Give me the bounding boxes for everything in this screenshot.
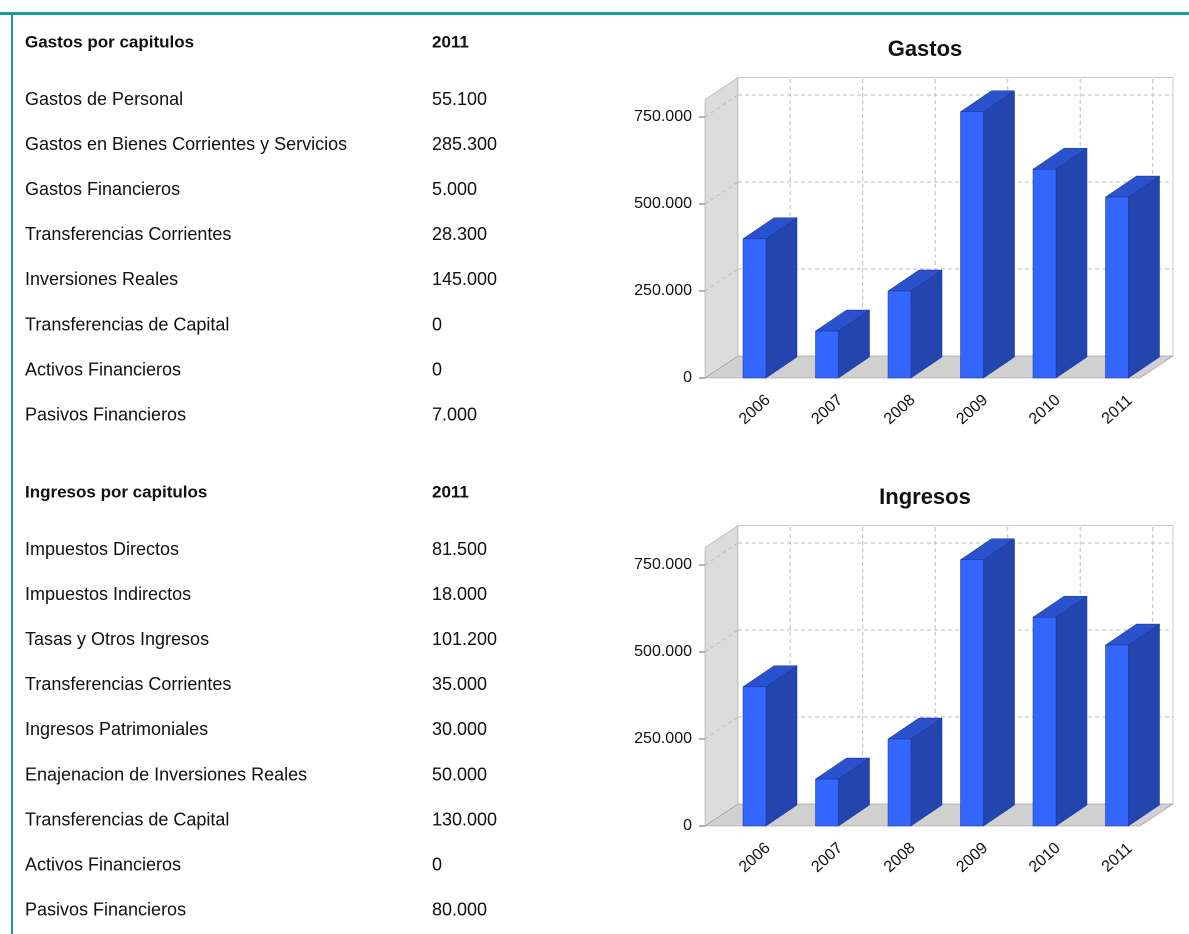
row-label: Pasivos Financieros [25, 900, 186, 920]
bar-side [765, 665, 798, 827]
bar-front [1032, 168, 1057, 379]
x-tick-label: 2007 [808, 391, 846, 428]
row-label: Activos Financieros [25, 359, 181, 379]
row-value: 0 [432, 359, 442, 379]
y-tick-label: 500.000 [634, 643, 692, 660]
table-header: Gastos por capitulos [25, 32, 194, 51]
bar [959, 90, 1016, 379]
y-tick-label: 750.000 [634, 556, 692, 573]
bar-front [742, 686, 767, 827]
y-tick-label: 250.000 [634, 730, 692, 747]
table-header: 2011 [432, 32, 469, 51]
y-tick-label: 0 [683, 817, 692, 834]
bar [1104, 175, 1161, 379]
row-label: Transferencias de Capital [25, 809, 229, 829]
bar [814, 757, 871, 827]
row-label: Ingresos Patrimoniales [25, 719, 208, 739]
table-header: Ingresos por capitulos [25, 482, 207, 501]
row-value: 0 [432, 314, 442, 334]
row-value: 5.000 [432, 179, 477, 199]
bar-front [1105, 644, 1129, 827]
x-tick-label: 2008 [881, 839, 919, 876]
row-value: 18.000 [432, 584, 487, 604]
row-label: Impuestos Indirectos [25, 584, 191, 604]
bar [1032, 147, 1088, 379]
row-label: Gastos Financieros [25, 179, 180, 199]
chart-title: Ingresos [879, 484, 971, 509]
x-tick-label: 2006 [736, 391, 774, 428]
bar-side [1055, 147, 1088, 379]
bar-side [1128, 175, 1160, 379]
row-label: Transferencias Corrientes [25, 224, 231, 244]
bar-front [815, 330, 839, 379]
row-value: 35.000 [432, 674, 487, 694]
bar [887, 269, 943, 379]
row-value: 285.300 [432, 134, 497, 154]
row-value: 7.000 [432, 404, 477, 424]
row-label: Inversiones Reales [25, 269, 178, 289]
bar-side [983, 90, 1015, 379]
chart-title: Gastos [888, 36, 963, 61]
row-label: Enajenacion de Inversiones Reales [25, 764, 307, 784]
bar [959, 538, 1016, 827]
row-label: Gastos de Personal [25, 89, 183, 109]
y-tick-label: 500.000 [634, 195, 692, 212]
row-label: Transferencias de Capital [25, 314, 229, 334]
x-tick-label: 2011 [1099, 392, 1136, 428]
table-header: 2011 [432, 482, 469, 501]
row-label: Impuestos Directos [25, 539, 179, 559]
x-tick-label: 2009 [953, 839, 991, 876]
bar-front [960, 111, 984, 379]
side-wall [704, 525, 739, 827]
bar-front [1105, 196, 1129, 379]
bar [814, 309, 871, 379]
bar [742, 217, 798, 379]
bar [742, 665, 798, 827]
y-tick-label: 0 [683, 369, 692, 386]
x-tick-label: 2008 [881, 391, 919, 428]
row-label: Gastos en Bienes Corrientes y Servicios [25, 134, 347, 154]
row-label: Activos Financieros [25, 854, 181, 874]
row-value: 80.000 [432, 900, 487, 920]
x-tick-label: 2010 [1026, 391, 1064, 428]
row-value: 0 [432, 854, 442, 874]
top-rule [0, 12, 1189, 15]
row-label: Pasivos Financieros [25, 404, 186, 424]
bar-side [983, 538, 1015, 827]
bar-front [960, 559, 984, 827]
row-label: Tasas y Otros Ingresos [25, 629, 209, 649]
side-wall [704, 77, 739, 379]
row-value: 50.000 [432, 764, 487, 784]
row-value: 81.500 [432, 539, 487, 559]
bar-side [765, 217, 798, 379]
bar-side [1128, 623, 1160, 827]
row-label: Transferencias Corrientes [25, 674, 231, 694]
bar [887, 717, 943, 827]
x-tick-label: 2006 [736, 839, 774, 876]
y-tick-label: 250.000 [634, 282, 692, 299]
bar-front [742, 238, 767, 379]
bar-front [887, 290, 912, 379]
bar-front [887, 738, 912, 827]
x-tick-label: 2010 [1026, 839, 1064, 876]
x-tick-label: 2009 [953, 391, 991, 428]
bar-front [1032, 616, 1057, 827]
row-value: 28.300 [432, 224, 487, 244]
bar-front [815, 778, 839, 827]
x-tick-label: 2007 [808, 839, 846, 876]
row-value: 30.000 [432, 719, 487, 739]
row-value: 130.000 [432, 809, 497, 829]
bar [1032, 595, 1088, 827]
x-tick-label: 2011 [1099, 840, 1136, 876]
bar [1104, 623, 1161, 827]
bar-side [1055, 595, 1088, 827]
row-value: 55.100 [432, 89, 487, 109]
y-tick-label: 750.000 [634, 108, 692, 125]
left-rule [11, 12, 13, 934]
row-value: 145.000 [432, 269, 497, 289]
row-value: 101.200 [432, 629, 497, 649]
